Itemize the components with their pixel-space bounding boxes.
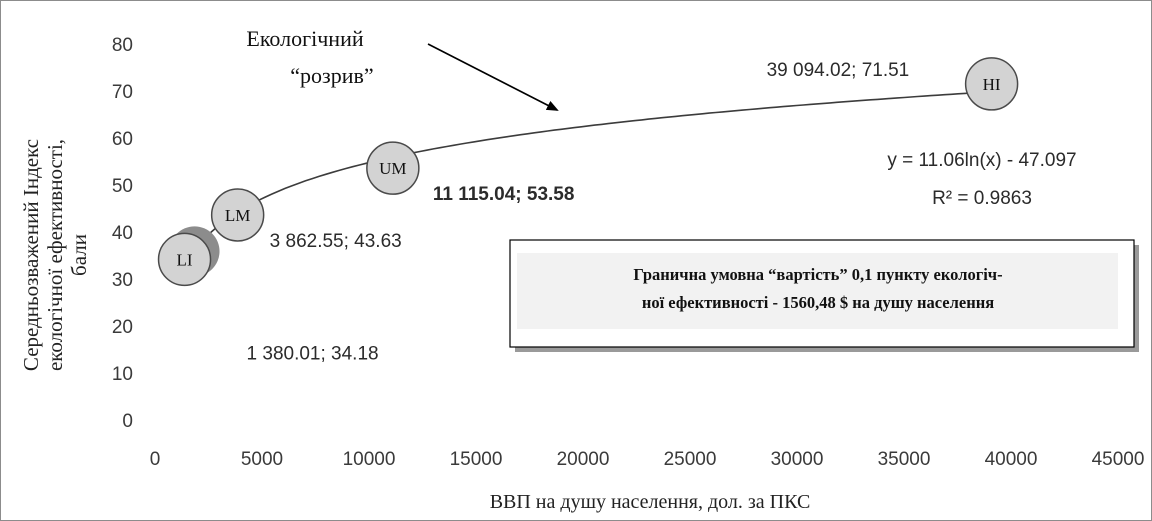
y-tick-label: 0	[122, 411, 133, 432]
data-point-code: UM	[379, 159, 406, 178]
info-box-line-2: ної ефективності - 1560,48 $ на душу нас…	[642, 293, 994, 312]
data-point-lm: LM 3 862.55; 43.63	[210, 188, 402, 252]
y-axis-title-line-3: бали	[67, 234, 91, 276]
gap-annotation-line-1: Екологічний	[246, 26, 363, 51]
x-tick-label: 0	[150, 449, 161, 470]
data-point-marker	[366, 141, 420, 195]
data-point-li: LI 1 380.01; 34.18	[157, 226, 379, 364]
x-tick-label: 10000	[343, 449, 396, 470]
x-tick-labels: 0 5000 10000 15000 20000 25000 30000 35000 40000…	[150, 449, 1145, 470]
info-box-line-1: Гранична умовна “вартість” 0,1 пункту ек…	[633, 265, 1002, 284]
x-tick-label: 15000	[450, 449, 503, 470]
x-tick-label: 35000	[878, 449, 931, 470]
y-tick-label: 50	[112, 176, 133, 197]
info-box: Гранична умовна “вартість” 0,1 пункту ек…	[509, 239, 1139, 352]
gap-annotation-arrow	[427, 43, 559, 111]
data-point-value-label: 1 380.01; 34.18	[247, 343, 379, 364]
x-axis-title: ВВП на душу населення, дол. за ПКС	[490, 491, 811, 513]
data-point-marker	[964, 57, 1019, 111]
x-tick-label: 30000	[771, 449, 824, 470]
y-tick-label: 60	[112, 129, 133, 150]
x-tick-label: 5000	[241, 449, 283, 470]
data-point-code: LI	[177, 250, 193, 269]
info-box-inner	[517, 253, 1118, 329]
y-tick-label: 70	[112, 82, 133, 103]
y-tick-label: 80	[112, 35, 133, 56]
gap-annotation: Екологічний “розрив”	[246, 26, 559, 111]
data-points: LI 1 380.01; 34.18 LM 3 862.55; 43.63 UM 11 1…	[157, 57, 1019, 364]
data-point-value-label: 3 862.55; 43.63	[270, 231, 402, 252]
y-axis-title: Середньозважений Індекс екологічної ефек…	[19, 139, 91, 371]
x-tick-label: 25000	[664, 449, 717, 470]
data-point-um: UM 11 115.04; 53.58	[366, 141, 575, 205]
data-point-value-label: 39 094.02; 71.51	[767, 60, 910, 81]
data-point-value-label: 11 115.04; 53.58	[433, 184, 575, 205]
y-tick-label: 10	[112, 364, 133, 385]
y-axis-title-line-2: екологічної ефективності,	[43, 139, 67, 371]
x-tick-label: 45000	[1092, 449, 1145, 470]
trendline	[183, 90, 992, 266]
y-tick-label: 40	[112, 223, 133, 244]
data-point-hi: HI 39 094.02; 71.51	[767, 57, 1019, 111]
data-point-code: HI	[983, 75, 1001, 94]
x-tick-label: 20000	[557, 449, 610, 470]
y-tick-label: 20	[112, 317, 133, 338]
y-tick-labels: 0 10 20 30 40 50 60 70 80	[112, 35, 133, 432]
y-tick-label: 30	[112, 270, 133, 291]
r-squared: R² = 0.9863	[932, 188, 1032, 209]
data-point-marker	[210, 188, 265, 242]
y-axis-title-line-1: Середньозважений Індекс	[19, 139, 43, 371]
x-tick-label: 40000	[985, 449, 1038, 470]
trendline-equation: y = 11.06ln(x) - 47.097	[887, 150, 1076, 171]
data-point-code: LM	[225, 206, 251, 225]
gap-annotation-line-2: “розрив”	[290, 63, 373, 88]
data-point-marker	[157, 232, 212, 287]
